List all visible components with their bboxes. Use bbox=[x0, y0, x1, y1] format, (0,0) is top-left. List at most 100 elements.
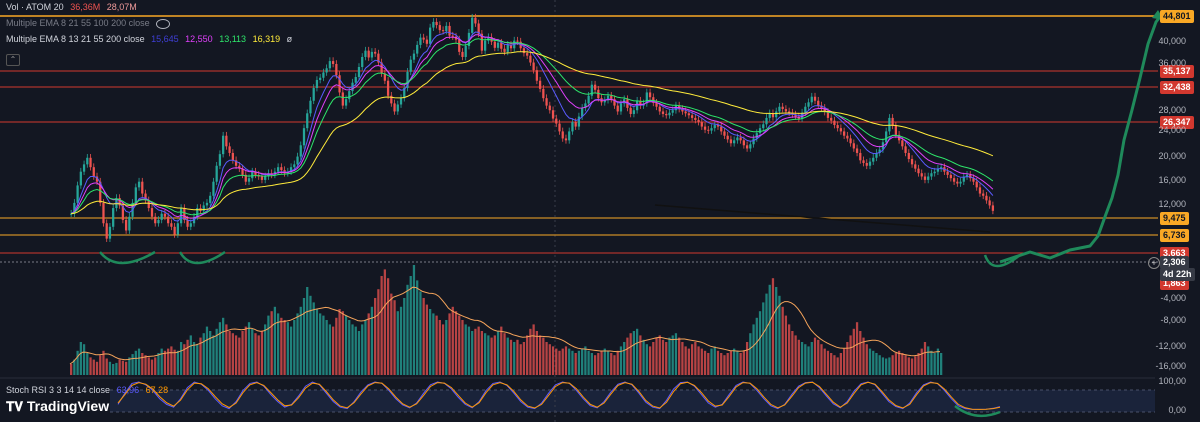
candle bbox=[975, 181, 978, 188]
volume-bar bbox=[648, 346, 652, 375]
volume-bar bbox=[293, 320, 296, 375]
volume-bar bbox=[199, 337, 202, 375]
volume-bar bbox=[914, 356, 917, 375]
candle bbox=[658, 106, 661, 112]
volume-bar bbox=[661, 339, 665, 375]
volume-bar bbox=[904, 355, 907, 375]
volume-bar bbox=[500, 326, 503, 375]
candle bbox=[341, 92, 344, 106]
volume-bar bbox=[99, 355, 102, 375]
volume-bar bbox=[124, 361, 128, 375]
volume-bar bbox=[674, 333, 678, 375]
volume-bar bbox=[429, 309, 432, 375]
candle bbox=[108, 226, 112, 239]
volume-bar bbox=[736, 350, 739, 375]
volume-bar bbox=[791, 331, 794, 375]
candle bbox=[768, 113, 771, 118]
candle bbox=[183, 208, 186, 220]
volume-bar bbox=[817, 339, 820, 375]
volume-bar bbox=[885, 358, 888, 375]
candle bbox=[590, 84, 593, 96]
candle bbox=[150, 208, 154, 217]
volume-bar bbox=[733, 348, 736, 375]
volume-bar bbox=[254, 333, 257, 375]
volume-bar bbox=[745, 342, 749, 375]
volume-bar bbox=[846, 342, 849, 375]
volume-bar bbox=[564, 346, 568, 375]
volume-bar bbox=[703, 350, 707, 375]
volume-bar bbox=[836, 357, 839, 375]
candle bbox=[933, 171, 936, 174]
volume-bar bbox=[344, 315, 348, 375]
volume-tick: -12,000 bbox=[1155, 341, 1186, 351]
candle bbox=[477, 23, 480, 34]
candle bbox=[535, 70, 538, 81]
volume-bar bbox=[749, 333, 752, 375]
candle bbox=[564, 138, 568, 141]
volume-bar bbox=[901, 353, 904, 375]
volume-bar bbox=[742, 350, 745, 375]
price-tick: 24,000 bbox=[1158, 125, 1186, 135]
candle bbox=[603, 100, 606, 103]
volume-bar bbox=[299, 306, 302, 375]
candle bbox=[95, 176, 99, 182]
candle bbox=[956, 181, 959, 184]
volume-bar bbox=[141, 353, 144, 375]
volume-bar bbox=[118, 359, 121, 375]
volume-bar bbox=[729, 350, 733, 375]
volume-bar bbox=[852, 328, 855, 375]
volume-bar bbox=[296, 313, 299, 375]
volume-bar bbox=[797, 339, 800, 375]
candle bbox=[173, 226, 176, 235]
candle bbox=[813, 96, 817, 101]
candle bbox=[370, 51, 374, 58]
candle bbox=[509, 44, 513, 49]
volume-bar bbox=[157, 353, 160, 375]
volume-bar bbox=[571, 350, 574, 375]
candle bbox=[810, 96, 813, 103]
candle bbox=[70, 213, 73, 215]
candle bbox=[302, 128, 306, 146]
volume-bar bbox=[280, 317, 283, 375]
candle bbox=[354, 77, 357, 83]
candle bbox=[251, 171, 254, 179]
plus-circle-button[interactable]: + bbox=[1148, 257, 1160, 269]
volume-bar bbox=[357, 331, 361, 375]
volume-bar bbox=[775, 287, 778, 375]
candle bbox=[338, 75, 341, 93]
candle bbox=[367, 50, 370, 58]
candle bbox=[225, 135, 228, 147]
volume-bar bbox=[480, 331, 484, 375]
collapse-legend-button[interactable]: ⌃ bbox=[6, 54, 20, 66]
volume-bar bbox=[341, 311, 344, 375]
candle bbox=[723, 131, 726, 136]
volume-bar bbox=[830, 353, 833, 375]
candle bbox=[503, 48, 506, 52]
candle bbox=[86, 157, 89, 165]
volume-bar bbox=[897, 350, 901, 375]
price-level-label: 2,306 bbox=[1160, 256, 1189, 269]
candle bbox=[496, 42, 500, 48]
candle bbox=[687, 113, 691, 116]
volume-bar bbox=[891, 355, 894, 375]
volume-bar bbox=[144, 355, 147, 375]
volume-bar bbox=[875, 353, 878, 375]
candle bbox=[697, 119, 700, 123]
volume-bar bbox=[309, 295, 312, 375]
volume-bar bbox=[471, 331, 474, 375]
candle bbox=[196, 208, 199, 217]
candle bbox=[613, 99, 616, 106]
candle bbox=[878, 149, 881, 153]
candle bbox=[736, 137, 739, 141]
candle bbox=[684, 111, 687, 114]
candle bbox=[102, 202, 105, 224]
candle bbox=[438, 25, 441, 31]
volume-bar bbox=[461, 320, 464, 375]
candle bbox=[716, 125, 720, 127]
candle bbox=[487, 37, 490, 41]
candle bbox=[694, 117, 697, 120]
eye-hidden-icon[interactable] bbox=[156, 18, 171, 29]
volume-bar bbox=[855, 322, 859, 375]
ema-55-line bbox=[71, 51, 994, 215]
